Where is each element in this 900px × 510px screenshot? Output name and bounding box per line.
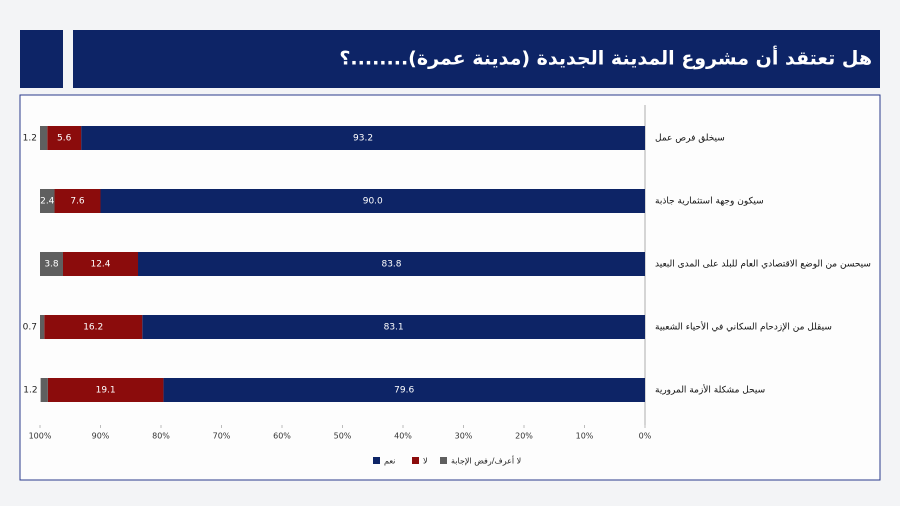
bar-segment bbox=[40, 315, 45, 339]
x-tick-label: 10% bbox=[576, 432, 594, 441]
value-label: 90.0 bbox=[363, 197, 383, 207]
value-label: 2.4 bbox=[40, 197, 55, 207]
frame bbox=[19, 94, 881, 481]
value-label: 16.2 bbox=[83, 323, 103, 333]
category-label: سيخلق فرص عمل bbox=[655, 134, 725, 144]
bar-segment bbox=[138, 252, 645, 276]
x-tick-label: 50% bbox=[334, 432, 352, 441]
x-tick-label: 40% bbox=[394, 432, 412, 441]
chart-title: هل تعتقد أن مشروع المدينة الجديدة (مدينة… bbox=[339, 46, 872, 70]
bar-segment bbox=[142, 315, 645, 339]
value-label: 7.6 bbox=[70, 197, 85, 207]
value-label: 1.2 bbox=[23, 134, 37, 144]
category-label: سيقلل من الإزدحام السكاني في الأحياء الش… bbox=[655, 321, 832, 333]
legend-label: لا bbox=[423, 457, 428, 466]
legend-swatch bbox=[412, 457, 419, 464]
bar-segment bbox=[100, 189, 645, 213]
title-square bbox=[20, 30, 63, 88]
x-tick-label: 30% bbox=[455, 432, 473, 441]
bar-segment bbox=[40, 126, 48, 150]
value-label: 12.4 bbox=[90, 260, 110, 270]
x-tick-label: 20% bbox=[515, 432, 533, 441]
bar-segment bbox=[54, 189, 101, 213]
bar-segment bbox=[62, 252, 139, 276]
value-label: 0.7 bbox=[23, 323, 37, 333]
value-label: 1.2 bbox=[23, 386, 37, 396]
bar-segment bbox=[40, 252, 63, 276]
x-tick-label: 0% bbox=[639, 432, 652, 441]
value-label: 5.6 bbox=[57, 134, 72, 144]
title-bar bbox=[73, 30, 880, 88]
x-tick-label: 100% bbox=[29, 432, 52, 441]
legend-label: لا أعرف/رفض الإجابة bbox=[451, 456, 521, 467]
value-label: 93.2 bbox=[353, 134, 373, 144]
bar-segment bbox=[40, 378, 48, 402]
value-label: 79.6 bbox=[394, 386, 414, 396]
legend-swatch bbox=[440, 457, 447, 464]
legend-label: نعم bbox=[384, 457, 395, 466]
bar-segment bbox=[163, 378, 646, 402]
category-label: سيحسن من الوضع الاقتصادي العام للبلد على… bbox=[655, 260, 871, 270]
legend-swatch bbox=[373, 457, 380, 464]
bar-segment bbox=[81, 126, 645, 150]
x-tick-label: 80% bbox=[152, 432, 170, 441]
category-label: سيحل مشكلة الأزمة المرورية bbox=[655, 384, 765, 396]
bar-segment bbox=[47, 126, 82, 150]
x-tick-label: 90% bbox=[92, 432, 110, 441]
category-label: سيكون وجهة استثمارية جاذبة bbox=[655, 197, 764, 207]
bar-segment bbox=[40, 189, 55, 213]
bar-segment bbox=[44, 315, 143, 339]
value-label: 83.1 bbox=[384, 323, 404, 333]
x-tick-label: 60% bbox=[273, 432, 291, 441]
value-label: 3.8 bbox=[44, 260, 59, 270]
value-label: 83.8 bbox=[381, 260, 401, 270]
value-label: 19.1 bbox=[96, 386, 116, 396]
bar-segment bbox=[47, 378, 164, 402]
x-tick-label: 70% bbox=[213, 432, 231, 441]
